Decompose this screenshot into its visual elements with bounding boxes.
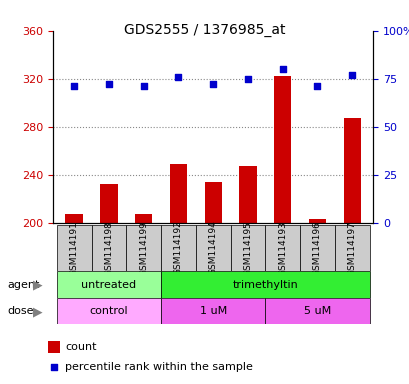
Text: GSM114196: GSM114196 xyxy=(312,221,321,275)
Text: trimethyltin: trimethyltin xyxy=(232,280,297,290)
Bar xyxy=(65,214,83,223)
Text: GSM114195: GSM114195 xyxy=(243,221,252,275)
Bar xyxy=(239,166,256,223)
Text: 5 uM: 5 uM xyxy=(303,306,330,316)
Bar xyxy=(308,219,326,223)
Point xyxy=(50,364,57,371)
FancyBboxPatch shape xyxy=(265,225,299,271)
Text: GSM114199: GSM114199 xyxy=(139,221,148,275)
Text: control: control xyxy=(90,306,128,316)
Bar xyxy=(48,341,60,353)
FancyBboxPatch shape xyxy=(56,271,161,298)
Bar xyxy=(169,164,187,223)
FancyBboxPatch shape xyxy=(56,225,91,271)
Bar xyxy=(204,182,221,223)
Text: dose: dose xyxy=(7,306,34,316)
FancyBboxPatch shape xyxy=(230,225,265,271)
Text: GSM114197: GSM114197 xyxy=(347,221,356,275)
FancyBboxPatch shape xyxy=(265,298,369,324)
FancyBboxPatch shape xyxy=(161,225,196,271)
FancyBboxPatch shape xyxy=(161,298,265,324)
Text: GSM114194: GSM114194 xyxy=(208,221,217,275)
Point xyxy=(244,76,251,82)
Point xyxy=(71,83,77,89)
Point xyxy=(348,72,355,78)
Text: agent: agent xyxy=(7,280,40,290)
FancyBboxPatch shape xyxy=(299,225,334,271)
Point xyxy=(175,74,181,80)
Bar xyxy=(135,214,152,223)
Text: count: count xyxy=(65,342,97,352)
FancyBboxPatch shape xyxy=(56,298,161,324)
Text: 1 uM: 1 uM xyxy=(199,306,226,316)
Point xyxy=(140,83,146,89)
Text: GSM114191: GSM114191 xyxy=(70,221,79,275)
FancyBboxPatch shape xyxy=(161,271,369,298)
Text: ▶: ▶ xyxy=(33,305,43,318)
Point xyxy=(106,81,112,88)
Bar xyxy=(343,118,360,223)
Text: GSM114198: GSM114198 xyxy=(104,221,113,275)
Bar xyxy=(100,184,117,223)
Text: GDS2555 / 1376985_at: GDS2555 / 1376985_at xyxy=(124,23,285,37)
Point xyxy=(279,66,285,72)
FancyBboxPatch shape xyxy=(196,225,230,271)
FancyBboxPatch shape xyxy=(334,225,369,271)
Text: GSM114192: GSM114192 xyxy=(173,221,182,275)
Text: untreated: untreated xyxy=(81,280,136,290)
Text: ▶: ▶ xyxy=(33,278,43,291)
Text: GSM114193: GSM114193 xyxy=(278,221,287,275)
FancyBboxPatch shape xyxy=(126,225,161,271)
Point xyxy=(313,83,320,89)
Point xyxy=(209,81,216,88)
Text: percentile rank within the sample: percentile rank within the sample xyxy=(65,362,253,372)
Bar xyxy=(273,76,291,223)
FancyBboxPatch shape xyxy=(91,225,126,271)
